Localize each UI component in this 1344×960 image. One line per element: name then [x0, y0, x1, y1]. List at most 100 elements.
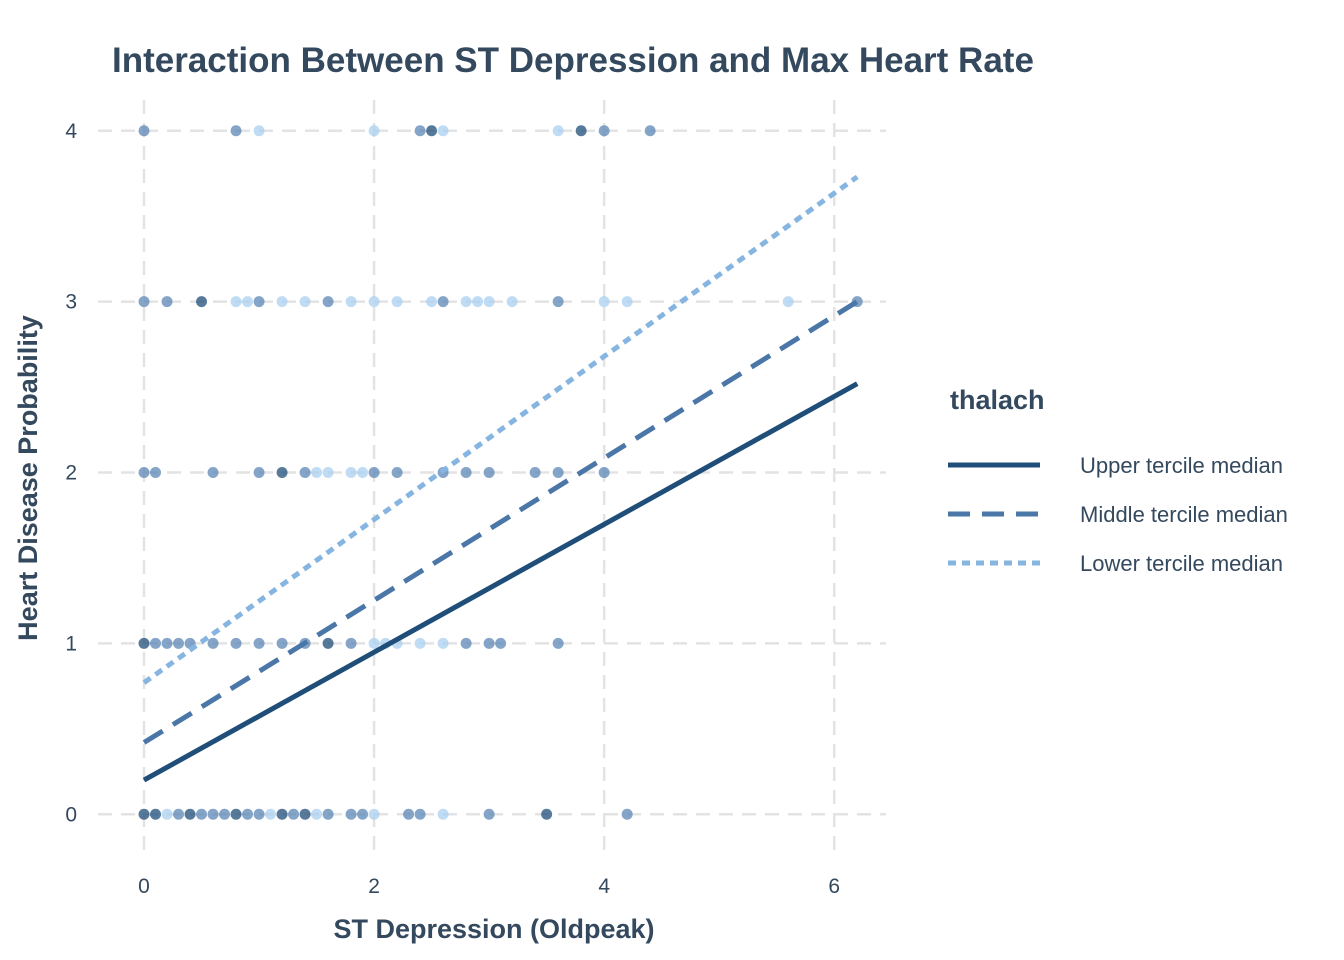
data-point	[414, 808, 426, 820]
data-point	[541, 808, 553, 820]
x-axis-ticks: 0 2 4 6	[138, 875, 840, 898]
legend-title: thalach	[950, 385, 1045, 415]
data-point	[437, 125, 449, 137]
data-point	[529, 467, 541, 479]
data-point	[322, 637, 334, 649]
data-point	[483, 808, 495, 820]
data-point	[242, 808, 254, 820]
y-tick-label: 2	[65, 462, 77, 485]
data-point	[161, 808, 173, 820]
data-point	[414, 637, 426, 649]
chart-title: Interaction Between ST Depression and Ma…	[112, 41, 1034, 80]
data-point	[230, 296, 242, 308]
data-point	[437, 637, 449, 649]
data-point	[552, 637, 564, 649]
data-point	[253, 125, 265, 137]
data-point	[276, 808, 288, 820]
y-tick-label: 0	[65, 803, 77, 826]
data-point	[552, 125, 564, 137]
data-point	[150, 637, 162, 649]
data-point	[219, 808, 231, 820]
data-point	[368, 296, 380, 308]
data-point	[598, 296, 610, 308]
data-point	[311, 467, 323, 479]
data-point	[368, 467, 380, 479]
data-point	[357, 467, 369, 479]
data-point	[276, 296, 288, 308]
data-point	[403, 808, 415, 820]
data-point	[276, 467, 288, 479]
y-tick-label: 1	[65, 632, 77, 655]
data-point	[242, 296, 254, 308]
data-point	[345, 467, 357, 479]
data-point	[322, 296, 334, 308]
data-point	[598, 467, 610, 479]
data-point	[299, 467, 311, 479]
data-point	[621, 296, 633, 308]
data-point	[276, 637, 288, 649]
data-point	[207, 637, 219, 649]
x-tick-label: 0	[138, 875, 150, 898]
y-axis-title: Heart Disease Probability	[13, 315, 43, 641]
data-point	[598, 125, 610, 137]
data-point	[265, 808, 277, 820]
data-point	[196, 296, 208, 308]
data-point	[253, 296, 265, 308]
data-point	[345, 296, 357, 308]
data-point	[196, 808, 208, 820]
x-tick-label: 6	[828, 875, 840, 898]
y-axis-ticks: 0 1 2 3 4	[65, 120, 77, 827]
data-point	[368, 125, 380, 137]
series-line	[142, 174, 859, 685]
data-point	[483, 637, 495, 649]
legend-label-lower: Lower tercile median	[1080, 551, 1283, 576]
data-point	[552, 467, 564, 479]
data-point	[138, 467, 150, 479]
data-point	[460, 467, 472, 479]
fit-lines	[142, 174, 859, 783]
legend-label-upper: Upper tercile median	[1080, 453, 1283, 478]
data-point	[253, 637, 265, 649]
data-point	[299, 296, 311, 308]
data-point	[138, 296, 150, 308]
data-point	[426, 125, 438, 137]
data-point	[357, 808, 369, 820]
data-point	[368, 808, 380, 820]
data-point	[460, 296, 472, 308]
data-point	[150, 467, 162, 479]
data-point	[288, 808, 300, 820]
data-point	[552, 296, 564, 308]
y-tick-label: 4	[65, 120, 77, 143]
data-point	[230, 125, 242, 137]
data-point	[253, 808, 265, 820]
data-point	[138, 125, 150, 137]
data-point	[161, 296, 173, 308]
data-point	[345, 808, 357, 820]
data-point	[230, 637, 242, 649]
data-point	[368, 637, 380, 649]
data-point	[391, 467, 403, 479]
y-tick-label: 3	[65, 291, 77, 314]
x-axis-title: ST Depression (Oldpeak)	[333, 914, 654, 944]
series-line	[142, 299, 859, 745]
data-point	[460, 637, 472, 649]
data-point	[621, 808, 633, 820]
data-point	[472, 296, 484, 308]
data-point	[437, 808, 449, 820]
data-point	[414, 125, 426, 137]
x-tick-label: 4	[598, 875, 610, 898]
data-point	[311, 808, 323, 820]
data-point	[173, 637, 185, 649]
data-point	[253, 467, 265, 479]
data-point	[322, 808, 334, 820]
data-point	[483, 296, 495, 308]
data-point	[161, 637, 173, 649]
scatter-points	[138, 125, 863, 820]
data-point	[138, 637, 150, 649]
data-point	[173, 808, 185, 820]
data-point	[437, 296, 449, 308]
data-point	[299, 808, 311, 820]
data-point	[207, 808, 219, 820]
data-point	[345, 637, 357, 649]
